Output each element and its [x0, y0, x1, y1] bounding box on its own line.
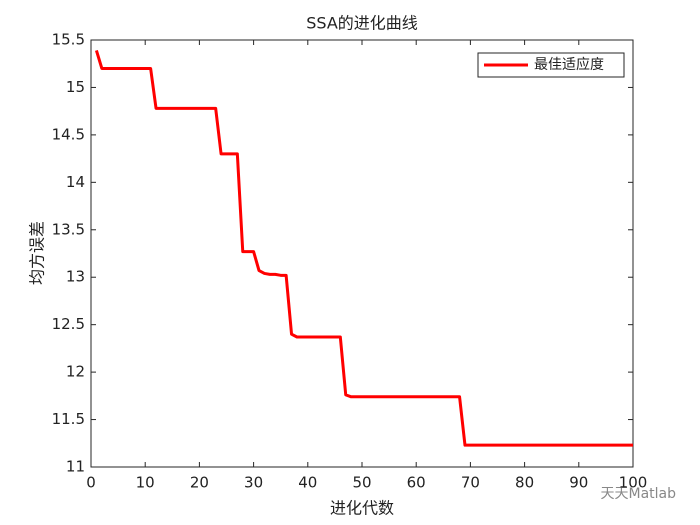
x-tick-label: 90 [569, 474, 588, 492]
legend-label: 最佳适应度 [534, 56, 604, 73]
y-axis-label: 均方误差 [28, 221, 47, 285]
y-tick-label: 12 [66, 363, 85, 381]
x-tick-label: 20 [190, 474, 209, 492]
y-tick-label: 11 [66, 458, 85, 476]
y-tick-label: 14.5 [52, 125, 85, 143]
data-line [94, 50, 633, 447]
y-tick-label: 11.5 [52, 410, 85, 428]
x-tick-label: 50 [352, 474, 371, 492]
x-tick-label: 30 [244, 474, 263, 492]
x-axis-label: 进化代数 [330, 499, 394, 518]
y-tick-label: 15.5 [52, 31, 85, 49]
y-tick-label: 14 [66, 173, 85, 191]
y-tick-label: 13 [66, 268, 85, 286]
x-tick-label: 100 [619, 474, 648, 492]
x-tick-label: 80 [515, 474, 534, 492]
x-tick-label: 70 [461, 474, 480, 492]
x-tick-label: 60 [407, 474, 426, 492]
plot-area [90, 39, 634, 468]
y-tick-label: 12.5 [52, 315, 85, 333]
y-tick-label: 13.5 [52, 220, 85, 238]
x-tick-label: 40 [298, 474, 317, 492]
chart-title: SSA的进化曲线 [306, 14, 418, 33]
x-tick-label: 0 [86, 474, 96, 492]
watermark: 天天Matlab [600, 486, 676, 502]
y-tick-label: 15 [66, 78, 85, 96]
x-tick-label: 10 [136, 474, 155, 492]
